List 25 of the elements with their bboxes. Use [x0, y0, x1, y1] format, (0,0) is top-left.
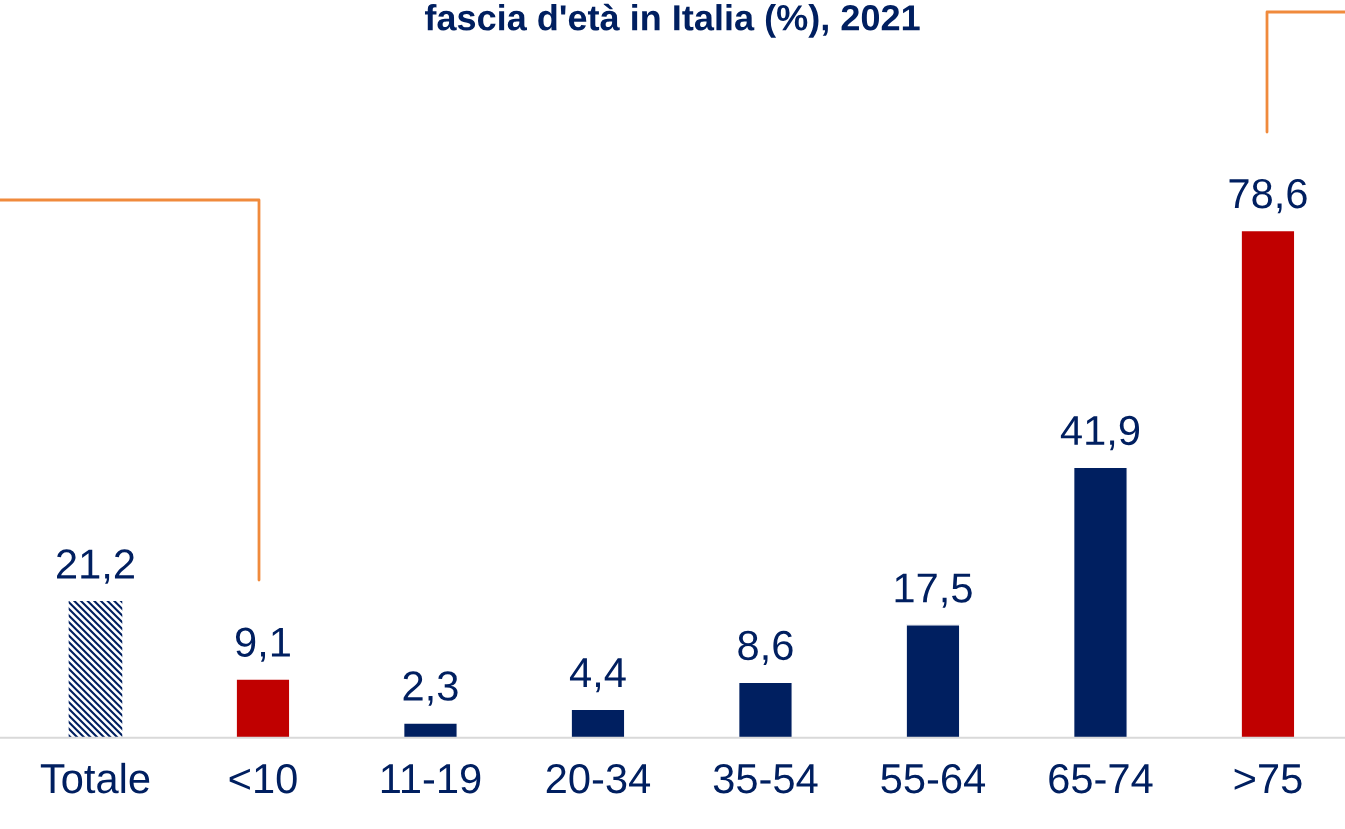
bar [570, 708, 626, 738]
bar [737, 681, 793, 738]
x-tick-label: 35-54 [713, 763, 818, 794]
data-label: 21,2 [57, 549, 134, 584]
data-label: 78,6 [1229, 178, 1307, 214]
bar [905, 624, 961, 738]
x-tick-label: <10 [229, 763, 297, 794]
x-tick-label: Totale [40, 762, 150, 794]
bar [1072, 466, 1128, 738]
x-tick-label: 20-34 [546, 763, 651, 794]
data-label: 17,5 [895, 573, 972, 608]
bar [68, 600, 123, 738]
bar [235, 678, 291, 738]
x-tick-label: 11-19 [381, 763, 481, 794]
data-label: 9,1 [235, 627, 290, 662]
bar [1240, 229, 1296, 738]
data-label: 4,4 [569, 658, 626, 693]
data-label: 41,9 [1060, 415, 1140, 451]
bar [402, 722, 458, 738]
chart-title: fascia d'età in Italia (%), 2021 [424, 3, 920, 38]
x-tick-label: 55-64 [881, 763, 986, 794]
x-tick-label: 65-74 [1049, 763, 1153, 794]
x-tick-label: >75 [1234, 764, 1302, 794]
data-label: 2,3 [403, 671, 458, 706]
data-label: 8,6 [738, 630, 793, 666]
